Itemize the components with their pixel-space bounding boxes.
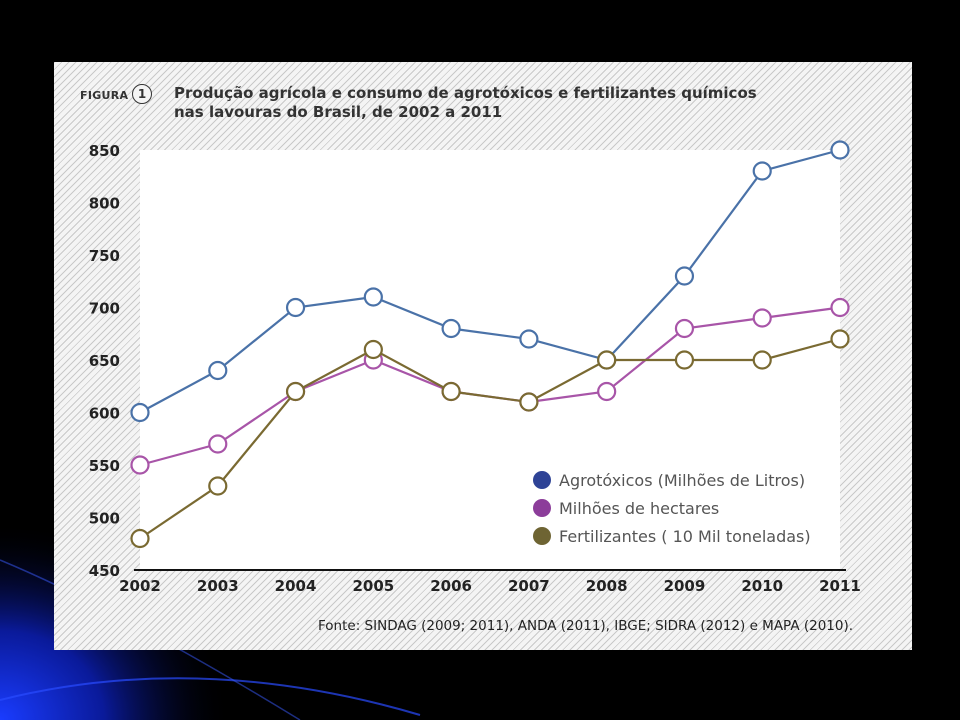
chart-title-line-1: Produção agrícola e consumo de agrotóxic… [174,84,757,102]
y-tick-label: 500 [89,510,120,528]
series-line [139,337,841,540]
data-point [752,308,772,328]
legend-label: Fertilizantes ( 10 Mil toneladas) [559,527,811,546]
y-tick-label: 450 [89,562,120,580]
data-point [363,339,383,360]
data-point [285,381,306,402]
x-tick-label: 2003 [197,577,239,595]
data-point [752,350,772,370]
source-note: Fonte: SINDAG (2009; 2011), ANDA (2011),… [318,618,854,634]
data-point [130,455,150,475]
x-tick-label: 2002 [119,577,161,595]
x-tick-label: 2007 [508,577,550,595]
legend-label: Milhões de hectares [559,499,719,518]
data-point [208,434,228,454]
legend-marker [533,499,551,517]
line-chart: 450 500 550 600 650 700 750 800 850 2002 2003 2004 2… [89,140,861,595]
data-point [208,360,228,381]
data-point [130,402,150,423]
figure-panel: FIGURA 1 Produção agrícola e consumo de … [54,62,912,650]
legend-marker [533,471,551,489]
series-line [139,148,841,414]
data-point [519,392,539,412]
figure-label: FIGURA [80,89,129,102]
series-3 [130,329,850,549]
data-point [830,140,850,160]
x-tick-label: 2005 [352,577,394,595]
data-point [674,350,695,370]
x-tick-label: 2008 [586,577,628,595]
data-point [130,528,150,549]
data-point [597,350,617,370]
chart-title: Produção agrícola e consumo de agrotóxic… [174,84,894,122]
x-tick-label: 2010 [741,577,783,595]
y-tick-label: 700 [89,300,120,318]
x-tick-label: 2004 [275,577,317,595]
x-tick-label: 2006 [430,577,472,595]
x-tick-label: 2011 [819,577,861,595]
data-point [208,476,228,496]
y-tick-label: 600 [89,405,120,423]
data-point [752,161,772,181]
data-point [519,329,539,349]
y-tick-label: 800 [89,195,120,213]
data-point [441,381,461,402]
chart-title-line-2: nas lavouras do Brasil, de 2002 a 2011 [174,103,503,121]
x-tick-label: 2009 [664,577,706,595]
legend-label: Agrotóxicos (Milhões de Litros) [559,471,805,490]
data-point [674,318,695,339]
data-point [285,297,306,318]
y-tick-label: 850 [89,142,120,160]
figure-number-badge: 1 [132,84,152,104]
data-point [830,297,850,318]
y-tick-label: 650 [89,352,120,370]
legend-marker [533,527,551,545]
data-point [830,329,850,349]
y-tick-label: 750 [89,247,120,265]
data-point [441,318,461,339]
data-point [597,381,617,402]
data-point [674,266,695,286]
data-point [363,287,383,307]
y-tick-label: 550 [89,457,120,475]
